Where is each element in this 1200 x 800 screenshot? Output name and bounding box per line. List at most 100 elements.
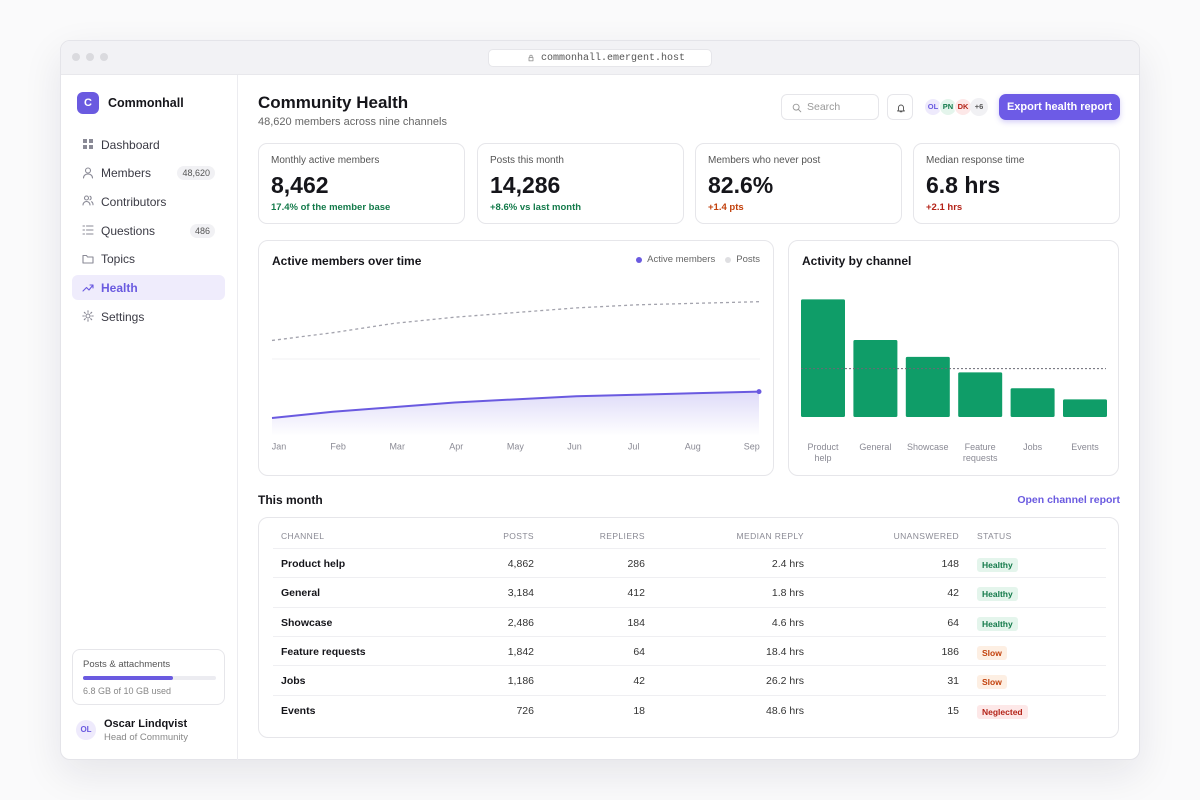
storage-title: Posts & attachments bbox=[83, 659, 171, 670]
nav-item[interactable]: Dashboard bbox=[72, 132, 225, 157]
row-divider bbox=[273, 606, 1106, 608]
status-badge: Healthy bbox=[977, 558, 1018, 572]
status-badge: Slow bbox=[977, 646, 1007, 661]
table-cell: 1,842 bbox=[507, 646, 534, 659]
section-title: This month bbox=[258, 493, 323, 507]
table-cell: 15 bbox=[947, 704, 959, 717]
row-divider bbox=[273, 665, 1106, 667]
kpi-value: 14,286 bbox=[490, 172, 561, 198]
table-cell: 48.6 hrs bbox=[766, 704, 804, 717]
search-placeholder: Search bbox=[807, 101, 841, 113]
kpi-delta: +1.4 pts bbox=[708, 202, 744, 213]
section-link[interactable]: Open channel report bbox=[1017, 494, 1120, 506]
kpi-label: Monthly active members bbox=[271, 155, 380, 166]
nav-item[interactable]: Questions 486 bbox=[72, 218, 225, 243]
status-badge: Healthy bbox=[977, 616, 1018, 631]
channel-name: Events bbox=[281, 704, 316, 717]
column-header: MEDIAN REPLY bbox=[736, 531, 804, 541]
nav-item[interactable]: Health bbox=[72, 275, 225, 300]
icon bbox=[82, 167, 94, 179]
nav-label: Health bbox=[101, 281, 138, 295]
table-cell: 286 bbox=[627, 558, 645, 570]
status-badge: Healthy bbox=[977, 587, 1018, 602]
storage-card: Posts & attachments 6.8 GB of 10 GB used bbox=[72, 649, 225, 705]
kpi-card: Posts this month 14,286 +8.6% vs last mont… bbox=[477, 143, 684, 224]
row-divider bbox=[273, 548, 1106, 549]
page-title: Community Health bbox=[258, 93, 409, 112]
nav-label: Contributors bbox=[101, 194, 167, 209]
kpi-card: Monthly active members 8,462 17.4% of the … bbox=[258, 143, 465, 224]
legend-label: Posts bbox=[736, 254, 760, 265]
table-cell: 42 bbox=[633, 675, 645, 688]
row-divider bbox=[273, 694, 1106, 696]
nav-badge: 486 bbox=[189, 223, 215, 238]
sidebar-divider bbox=[237, 75, 238, 760]
user-role: Head of Community bbox=[104, 732, 188, 743]
table-cell: 148 bbox=[941, 558, 959, 570]
nav-label: Topics bbox=[101, 252, 136, 267]
table-cell: 4,862 bbox=[507, 558, 534, 570]
table-cell: 726 bbox=[516, 704, 534, 717]
chart-card bbox=[788, 240, 1119, 476]
notifications-button[interactable] bbox=[887, 94, 913, 120]
chart-card bbox=[258, 240, 774, 476]
nav-item[interactable]: Settings bbox=[72, 304, 225, 329]
table-cell: 31 bbox=[947, 675, 959, 688]
chart-title: Active members over time bbox=[272, 254, 422, 268]
legend-label: Active members bbox=[647, 254, 716, 265]
more-avatars: +6 bbox=[970, 98, 988, 116]
nav-item[interactable]: Topics bbox=[72, 246, 225, 271]
x-tick-label: Product help bbox=[807, 442, 839, 463]
nav-item[interactable]: Members 48,620 bbox=[72, 160, 225, 185]
kpi-delta: +8.6% vs last month bbox=[490, 202, 582, 213]
kpi-card: Median response time 6.8 hrs +2.1 hrs bbox=[913, 143, 1120, 224]
x-tick-label: General bbox=[859, 442, 892, 452]
table-cell: 18 bbox=[633, 704, 645, 717]
nav-item[interactable]: Contributors bbox=[72, 189, 225, 214]
table-cell: 64 bbox=[947, 616, 959, 629]
channel-name: Product help bbox=[281, 558, 346, 570]
nav-label: Members bbox=[101, 166, 152, 181]
storage-caption: 6.8 GB of 10 GB used bbox=[83, 686, 172, 696]
icon bbox=[82, 310, 94, 322]
legend-swatch bbox=[636, 256, 643, 263]
kpi-delta: +2.1 hrs bbox=[926, 202, 963, 213]
url-text: commonhall.emergent.host bbox=[541, 53, 686, 64]
search-input[interactable]: Search bbox=[781, 94, 879, 120]
channel-name: Feature requests bbox=[281, 646, 366, 659]
icon bbox=[83, 139, 93, 149]
table-cell: 186 bbox=[941, 646, 959, 659]
nav-badge: 48,620 bbox=[177, 166, 215, 181]
column-header: UNANSWERED bbox=[893, 531, 959, 541]
status-badge: Slow bbox=[977, 675, 1007, 690]
table-cell: 412 bbox=[627, 587, 645, 600]
column-header: CHANNEL bbox=[281, 531, 325, 541]
row-divider bbox=[273, 577, 1106, 579]
legend-item: Active members bbox=[636, 254, 715, 265]
table-cell: 2,486 bbox=[507, 616, 534, 629]
kpi-value: 8,462 bbox=[271, 172, 329, 198]
icon bbox=[82, 283, 94, 292]
kpi-value: 6.8 hrs bbox=[926, 172, 1001, 198]
storage-fill bbox=[83, 676, 174, 680]
column-header: POSTS bbox=[503, 531, 534, 541]
kpi-label: Posts this month bbox=[490, 155, 564, 166]
window-dot bbox=[100, 53, 108, 61]
export-button[interactable]: Export health report bbox=[999, 94, 1120, 120]
icon bbox=[792, 103, 802, 112]
page-subtitle: 48,620 members across nine channels bbox=[258, 116, 447, 128]
channel-name: Showcase bbox=[281, 616, 333, 629]
legend-swatch bbox=[725, 256, 732, 263]
user-name: Oscar Lindqvist bbox=[104, 718, 188, 730]
x-tick-label: Showcase bbox=[907, 442, 949, 452]
icon bbox=[82, 225, 94, 235]
table-cell: 2.4 hrs bbox=[771, 558, 804, 570]
icon bbox=[82, 195, 94, 206]
table-cell: 26.2 hrs bbox=[766, 675, 804, 688]
kpi-label: Median response time bbox=[926, 155, 1025, 166]
table-cell: 3,184 bbox=[507, 587, 534, 600]
table-cell: 4.6 hrs bbox=[771, 616, 804, 629]
column-header: STATUS bbox=[977, 531, 1012, 541]
